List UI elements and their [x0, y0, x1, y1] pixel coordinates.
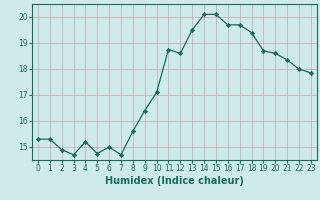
- X-axis label: Humidex (Indice chaleur): Humidex (Indice chaleur): [105, 176, 244, 186]
